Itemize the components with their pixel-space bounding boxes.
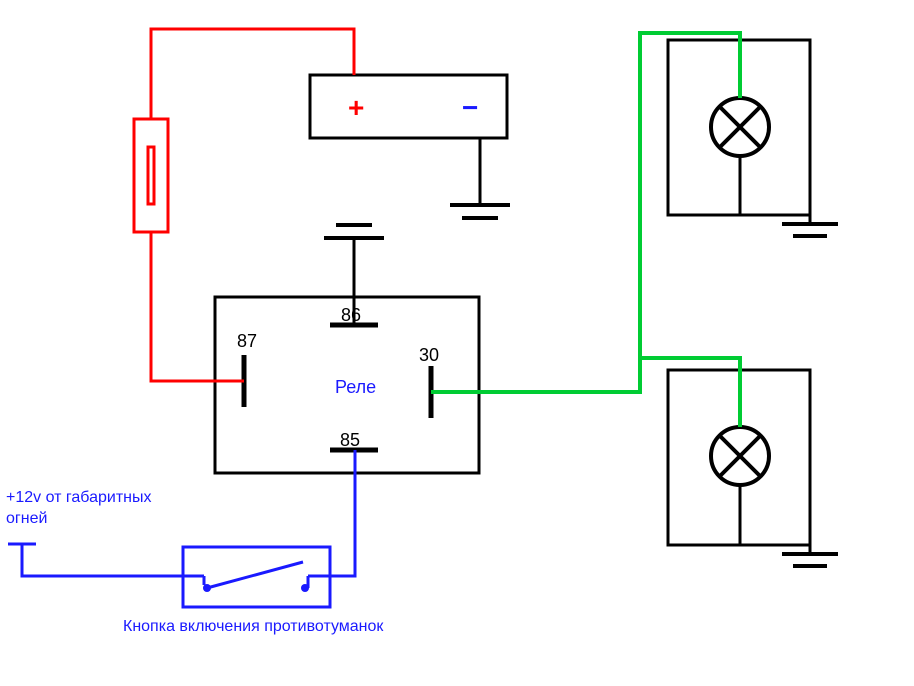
pin86-label: 86 — [341, 305, 361, 326]
circuit-diagram: 87 86 85 30 Реле + − +12v от габаритных … — [0, 0, 914, 686]
plus-label: + — [348, 92, 364, 124]
pin87-label: 87 — [237, 331, 257, 352]
pin85-label: 85 — [340, 430, 360, 451]
switch-label: Кнопка включения противотуманок — [123, 618, 383, 636]
circuit-svg — [0, 0, 914, 686]
relay-label: Реле — [335, 377, 376, 398]
minus-label: − — [462, 92, 478, 124]
fuse-inner — [148, 147, 154, 204]
wire-red — [151, 29, 354, 381]
switch-lever — [207, 562, 303, 588]
pin30-label: 30 — [419, 345, 439, 366]
fuse-outer — [134, 119, 168, 232]
lamp2-ground-wire — [740, 485, 810, 554]
input12v-label: +12v от габаритных огней — [6, 488, 151, 530]
lamp1-ground-wire — [740, 156, 810, 224]
